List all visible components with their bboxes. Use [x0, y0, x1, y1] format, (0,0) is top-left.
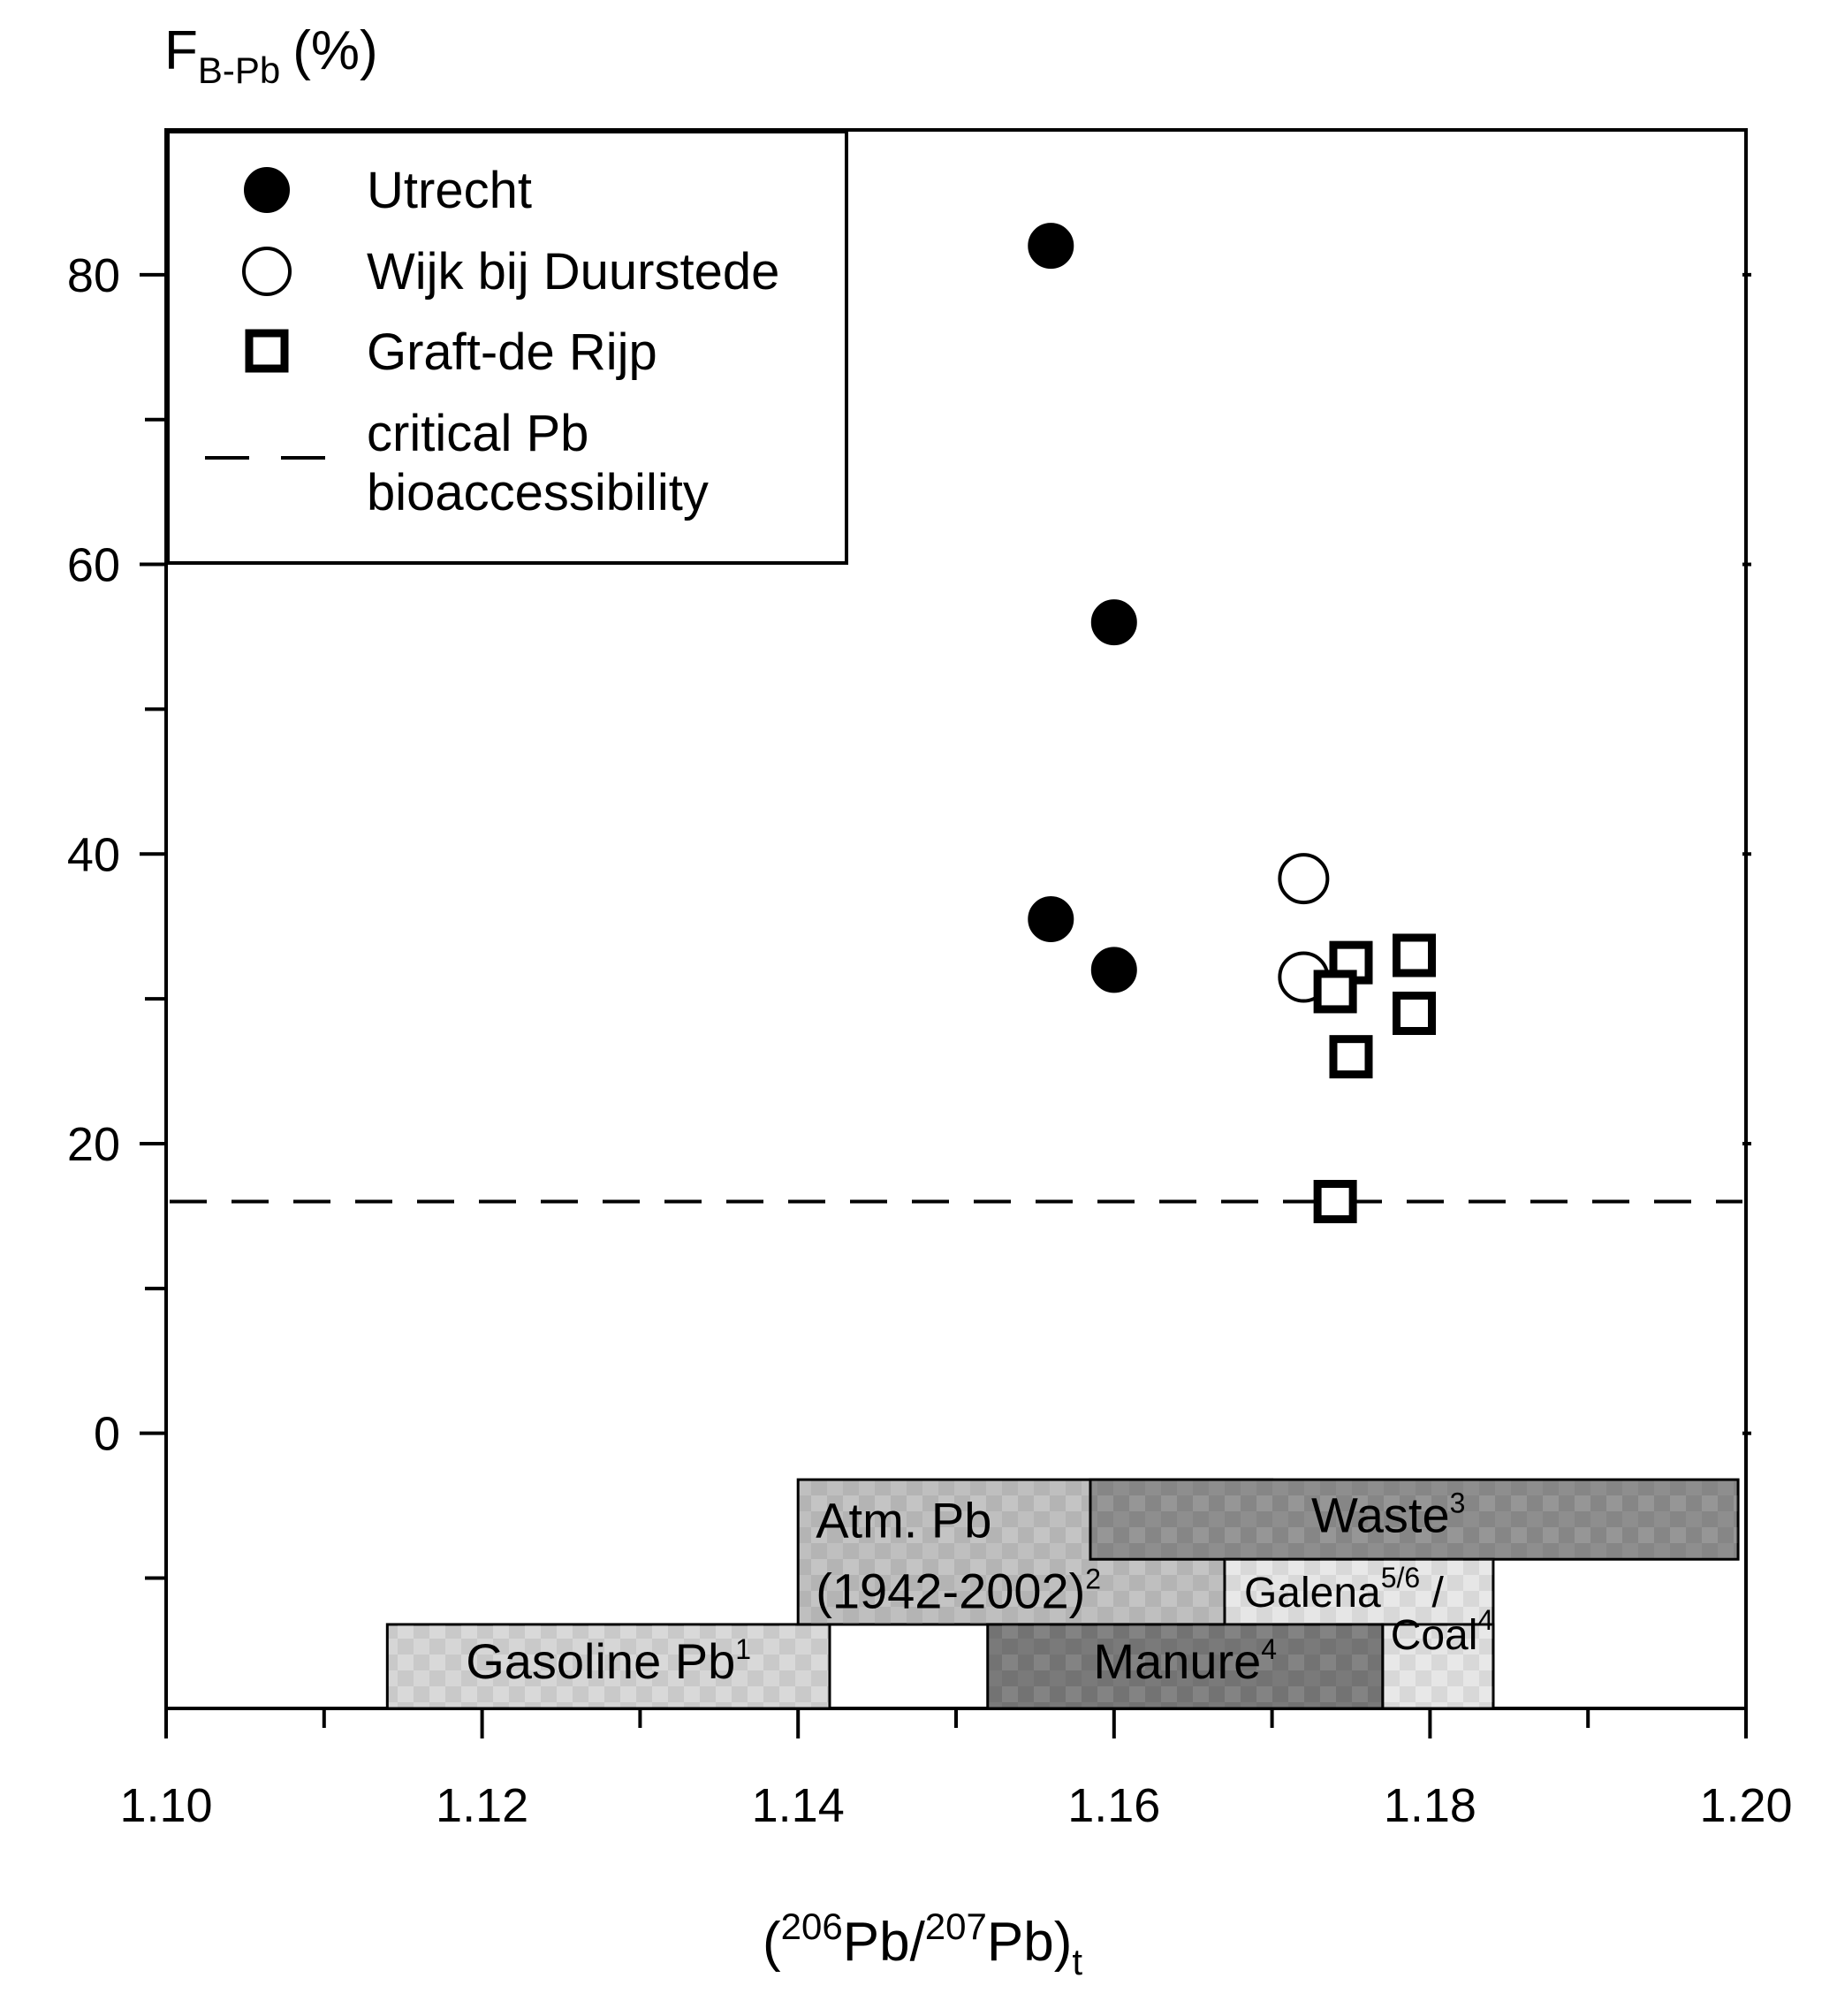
source-band-4 [1381, 1623, 1495, 1710]
point-utrecht-1 [1090, 599, 1137, 646]
source-band-label-sup-0: 1 [735, 1633, 751, 1665]
legend-label-critical-2: bioaccessibility [367, 464, 709, 521]
legend-marker-wijk [242, 247, 292, 296]
legend-label-graft: Graft-de Rijp [367, 323, 657, 381]
x-axis-title: (206Pb/207Pb)t [763, 1906, 1082, 1982]
source-band-label-sup-4: 4 [1477, 1604, 1493, 1636]
source-band-2 [1089, 1478, 1740, 1561]
y-axis-title: FB-Pb (%) [164, 20, 378, 91]
y-axis-title-unit: (%) [292, 20, 377, 81]
source-band-label-text-2: Waste [1311, 1487, 1450, 1543]
source-band-texture-5 [987, 1624, 1383, 1708]
y-tick-label-4: 80 [67, 249, 120, 302]
source-band-label-sup-2: 3 [1450, 1487, 1466, 1519]
x-tick-label-3: 1.16 [1067, 1779, 1160, 1832]
source-band-label-2: Waste3 [1311, 1487, 1465, 1543]
point-graft-de-rijp-1 [1313, 970, 1357, 1014]
y-tick-label-1: 20 [67, 1118, 120, 1171]
source-band-label-0: Gasoline Pb1 [466, 1633, 751, 1689]
axis-ticks: 1.10 1.12 1.14 1.16 1.18 1.20 0 20 40 60 80 [67, 249, 1793, 1832]
source-band-label-sup-3: 5/6 [1381, 1562, 1420, 1594]
source-band-label-suffix-3: / [1420, 1570, 1444, 1617]
point-graft-de-rijp-2 [1393, 933, 1437, 978]
point-wijk-bij-duurstede-0 [1278, 853, 1330, 905]
x-tick-label-1: 1.12 [436, 1779, 528, 1832]
source-band-label-5: Manure4 [1093, 1633, 1277, 1689]
x-tick-label-4: 1.18 [1384, 1779, 1476, 1832]
source-band-label-text-5: Manure [1093, 1633, 1261, 1689]
x-tick-label-5: 1.20 [1699, 1779, 1792, 1832]
y-tick-label-0: 0 [94, 1408, 120, 1461]
point-utrecht-0 [1028, 223, 1074, 270]
source-band-texture-0 [387, 1624, 830, 1708]
legend: Utrecht Wijk bij Duurstede Graft-de Rijp… [166, 130, 848, 565]
legend-label-utrecht: Utrecht [367, 162, 532, 219]
y-tick-label-2: 40 [67, 828, 120, 881]
point-graft-de-rijp-4 [1329, 1035, 1373, 1079]
source-band-label-1: Atm. Pb (1942-2002)2 [816, 1493, 1101, 1619]
source-band-texture-2 [1089, 1480, 1739, 1560]
x-tick-label-0: 1.10 [119, 1779, 212, 1832]
point-utrecht-2 [1028, 896, 1074, 942]
point-utrecht-3 [1090, 947, 1137, 993]
source-band-label-text-0: Gasoline Pb [466, 1633, 735, 1689]
source-band-texture-4 [1382, 1624, 1493, 1708]
source-band-label-text-4: Coal [1391, 1612, 1478, 1659]
data-points [1028, 223, 1437, 1224]
source-band-label-4: Coal4 [1391, 1604, 1494, 1659]
source-band-label-text-1: Atm. Pb [816, 1493, 991, 1548]
source-band-label-sup-5: 4 [1261, 1633, 1277, 1665]
source-band-label-text-3: Galena [1244, 1570, 1381, 1617]
point-graft-de-rijp-5 [1313, 1180, 1357, 1224]
source-band-5 [986, 1623, 1385, 1710]
legend-label-critical-1: critical Pb [367, 405, 588, 462]
y-axis-title-main: F [164, 20, 198, 81]
x-tick-label-2: 1.14 [752, 1779, 845, 1832]
y-axis-title-sub: B-Pb [198, 49, 280, 91]
source-band-label-3: Galena5/6 / [1244, 1562, 1445, 1617]
point-graft-de-rijp-0 [1329, 940, 1373, 985]
source-bands: Gasoline Pb1 Atm. Pb (1942-2002)2 Waste3 Gal… [385, 1478, 1740, 1710]
source-band-label-line2-1: (1942-2002) [816, 1563, 1085, 1619]
source-band-0 [385, 1623, 831, 1710]
source-band-label-sup-1: 2 [1085, 1563, 1101, 1595]
legend-label-wijk: Wijk bij Duurstede [367, 243, 779, 300]
y-tick-label-3: 60 [67, 539, 120, 592]
point-graft-de-rijp-3 [1393, 992, 1437, 1036]
legend-marker-graft [245, 329, 289, 373]
legend-marker-utrecht [244, 167, 290, 213]
